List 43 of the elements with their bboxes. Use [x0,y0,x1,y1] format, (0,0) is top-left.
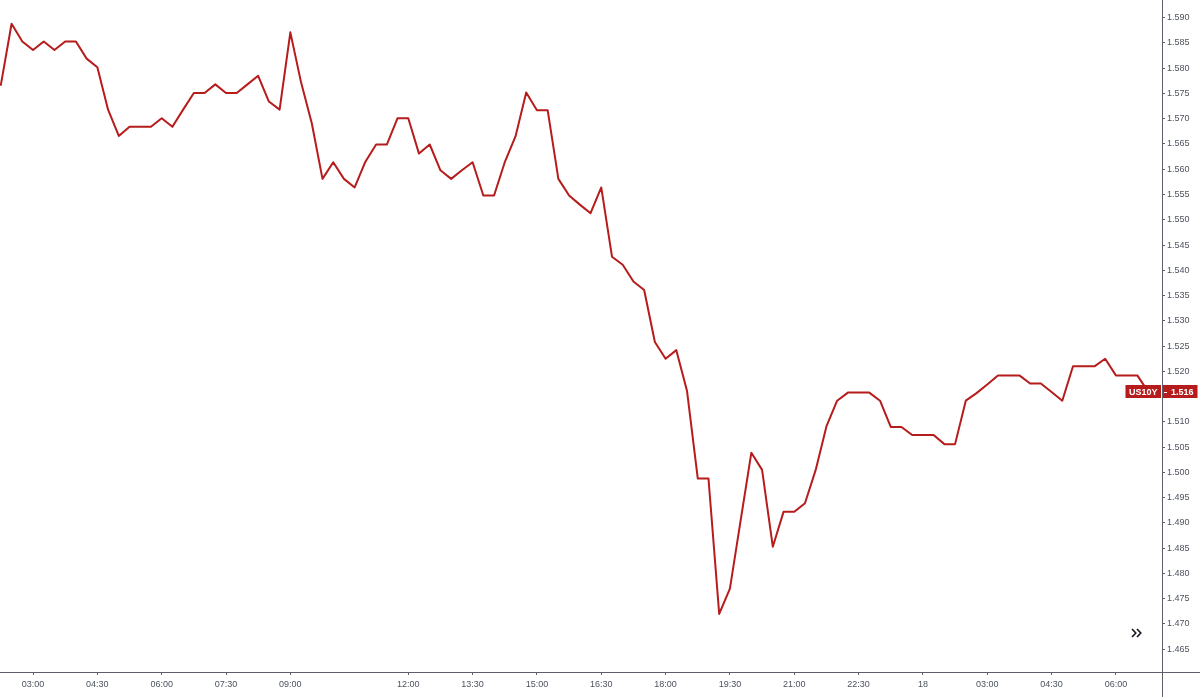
x-tick-label: 18 [917,678,928,689]
x-tick-label: 04:30 [1040,678,1063,689]
y-tick-label: 1.575 [1167,87,1190,98]
y-tick-label: 1.555 [1167,189,1190,200]
y-tick-label: 1.490 [1167,517,1190,528]
y-tick-label: 1.510 [1167,416,1190,427]
x-tick-label: 13:30 [461,678,484,689]
x-tick-label: 19:30 [718,678,742,689]
x-tick-label: 21:00 [782,678,806,689]
x-tick-label: 07:30 [214,678,238,689]
y-tick-label: 1.570 [1167,113,1190,124]
x-tick-label: 06:00 [150,678,173,689]
y-tick-label: 1.520 [1167,365,1190,376]
x-tick-label: 12:00 [397,678,420,689]
y-tick-label: 1.580 [1167,62,1190,73]
y-tick-label: 1.480 [1167,567,1190,578]
y-tick-label: 1.545 [1167,239,1190,250]
y-tick-label: 1.540 [1167,264,1190,275]
x-tick-label: 06:00 [1104,678,1128,689]
x-tick-label: 15:00 [525,678,549,689]
y-tick-label: 1.485 [1167,542,1190,553]
y-tick-label: 1.535 [1167,290,1190,301]
text: 1.516 [1171,386,1194,397]
y-tick-label: 1.495 [1167,492,1190,503]
y-tick-label: 1.565 [1167,138,1190,149]
x-tick-label: 03:00 [21,678,45,689]
y-tick-label: 1.530 [1167,315,1190,326]
x-tick-label: 18:00 [654,678,677,689]
y-tick-label: 1.465 [1167,643,1190,654]
x-tick-label: 03:00 [975,678,999,689]
x-tick-label: 04:30 [86,678,109,689]
y-tick-label: 1.560 [1167,163,1190,174]
x-tick-label: 22:30 [847,678,870,689]
y-tick-label: 1.550 [1167,214,1190,225]
y-tick-label: 1.505 [1167,441,1190,452]
y-tick-label: 1.585 [1167,37,1190,48]
y-tick-label: 1.500 [1167,466,1190,477]
y-tick-label: 1.525 [1167,340,1190,351]
y-tick-label: 1.590 [1167,12,1190,23]
x-tick-label: 09:00 [279,678,302,689]
y-tick-label: 1.475 [1167,593,1190,604]
x-tick-label: 16:30 [590,678,613,689]
y-tick-label: 1.470 [1167,618,1190,629]
